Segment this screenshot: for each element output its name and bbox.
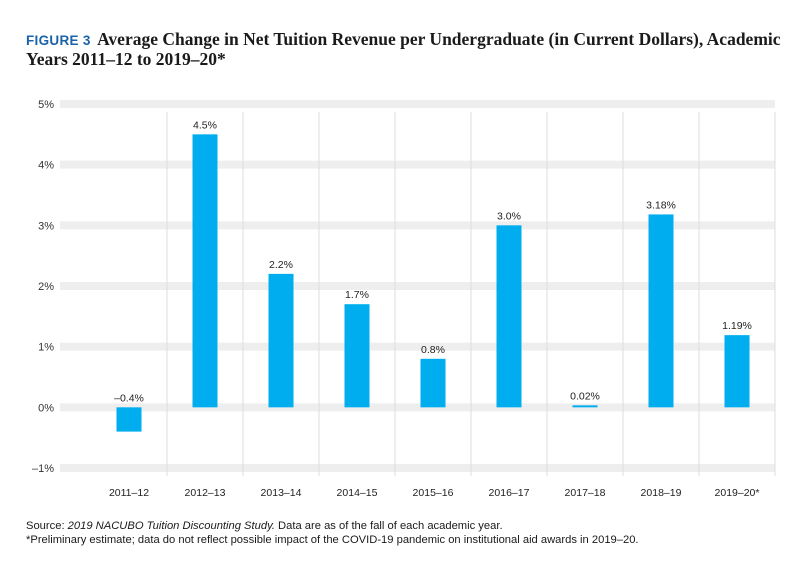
data-label: 1.7%: [345, 289, 369, 301]
bar-2018–19: [648, 214, 674, 408]
data-label: 1.19%: [722, 320, 752, 332]
data-label: 0.02%: [570, 390, 600, 402]
x-tick-label: 2011–12: [109, 487, 149, 499]
source-note: Source: 2019 NACUBO Tuition Discounting …: [26, 519, 786, 533]
data-label: –0.4%: [114, 392, 144, 404]
data-label: 3.0%: [497, 210, 521, 222]
source-prefix: Source:: [26, 520, 68, 532]
y-tick-label: –1%: [32, 463, 54, 475]
gridline: [60, 464, 775, 472]
y-tick-label: 2%: [38, 281, 54, 293]
gridline: [60, 100, 775, 108]
gridline: [60, 160, 775, 169]
gridline: [60, 342, 775, 351]
bar-2016–17: [496, 225, 522, 408]
y-tick-label: 3%: [38, 220, 54, 232]
data-label: 0.8%: [421, 344, 445, 356]
chart-footer: Source: 2019 NACUBO Tuition Discounting …: [26, 519, 786, 547]
x-tick-label: 2018–19: [641, 487, 682, 499]
data-label: 4.5%: [193, 119, 217, 131]
x-tick-label: 2015–16: [413, 487, 454, 499]
x-tick-label: 2017–18: [565, 487, 606, 499]
y-tick-label: 5%: [38, 99, 54, 111]
gridline: [60, 282, 775, 290]
data-label: 3.18%: [646, 199, 676, 211]
x-tick-label: 2019–20*: [715, 487, 760, 499]
bar-2013–14: [268, 273, 294, 408]
figure-label: FIGURE 3: [26, 33, 91, 48]
data-label: 2.2%: [269, 259, 293, 271]
bar-2015–16: [420, 358, 446, 408]
preliminary-note: *Preliminary estimate; data do not refle…: [26, 534, 639, 546]
bar-2019–20*: [724, 335, 750, 408]
x-tick-label: 2012–13: [185, 487, 226, 499]
x-tick-label: 2016–17: [489, 487, 530, 499]
gridline: [60, 221, 775, 230]
chart-title: FIGURE 3 Average Change in Net Tuition R…: [26, 30, 786, 68]
bar-2014–15: [344, 304, 370, 408]
y-tick-label: 0%: [38, 402, 54, 414]
source-title: 2019 NACUBO Tuition Discounting Study.: [67, 520, 275, 532]
bar-2017–18: [572, 405, 598, 408]
x-tick-label: 2013–14: [261, 487, 302, 499]
y-tick-label: 1%: [38, 342, 54, 354]
y-tick-label: 4%: [38, 160, 54, 172]
gridline: [60, 403, 775, 412]
figure-title: Average Change in Net Tuition Revenue pe…: [26, 29, 781, 69]
source-suffix: Data are as of the fall of each academic…: [274, 520, 503, 532]
x-tick-label: 2014–15: [337, 487, 378, 499]
bar-2011–12: [116, 407, 142, 432]
bar-2012–13: [192, 134, 218, 408]
